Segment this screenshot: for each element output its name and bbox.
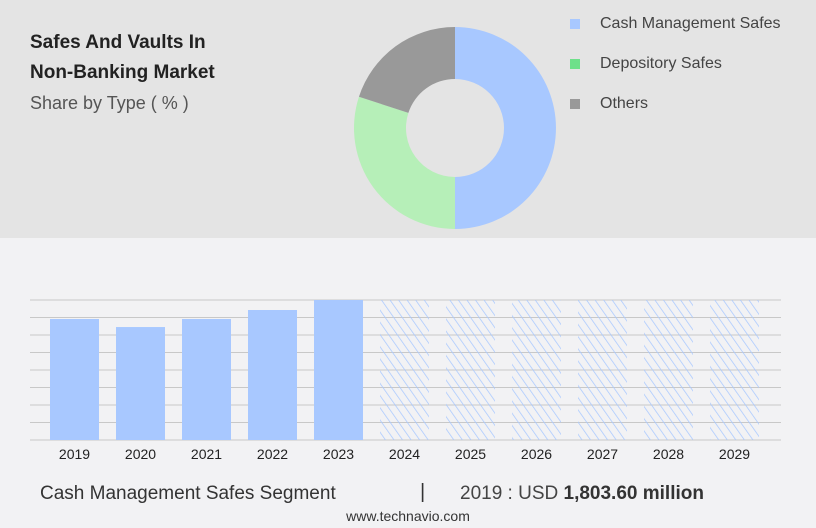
donut-slice-0 <box>455 27 556 229</box>
year-label: 2019 : USD <box>460 483 559 504</box>
subtitle: Share by Type ( % ) <box>30 93 189 113</box>
title-line-2: Non-Banking Market <box>30 62 215 83</box>
legend-swatch <box>570 99 580 109</box>
bar-2027 <box>578 300 627 440</box>
bar-2020 <box>116 327 165 440</box>
x-tick-label: 2029 <box>719 446 750 462</box>
x-tick-label: 2026 <box>521 446 552 462</box>
bar-2024 <box>380 300 429 440</box>
segment-value: 2019 : USD 1,803.60 million <box>460 483 704 505</box>
bar-2022 <box>248 309 297 440</box>
donut-slice-2 <box>358 27 455 113</box>
bar-2028 <box>644 300 693 440</box>
donut-slice-1 <box>353 96 455 230</box>
legend-item-cash: Cash Management Safes <box>570 15 810 35</box>
legend-label: Depository Safes <box>600 55 722 72</box>
segment-label: Cash Management Safes Segment <box>40 483 336 504</box>
value-amount: 1,803.60 million <box>563 483 704 504</box>
x-tick-label: 2027 <box>587 446 618 462</box>
source-url[interactable]: www.technavio.com <box>346 508 470 524</box>
x-tick-label: 2024 <box>389 446 420 462</box>
x-tick-label: 2020 <box>125 446 156 462</box>
x-tick-label: 2023 <box>323 446 354 462</box>
x-tick-label: 2022 <box>257 446 288 462</box>
x-tick-label: 2021 <box>191 446 222 462</box>
bar-2025 <box>446 300 495 440</box>
separator: | <box>420 481 426 503</box>
bar-2023 <box>314 300 363 440</box>
bar-2029 <box>710 300 759 440</box>
legend-item-others: Others <box>570 95 810 115</box>
x-tick-label: 2025 <box>455 446 486 462</box>
bar-2019 <box>50 319 99 440</box>
legend-label: Others <box>600 95 649 112</box>
legend-item-depository: Depository Safes <box>570 55 810 75</box>
legend-swatch <box>570 19 580 29</box>
x-tick-label: 2028 <box>653 446 684 462</box>
x-tick-label: 2019 <box>59 446 90 462</box>
legend-label: Cash Management Safes <box>600 15 781 32</box>
title-line-1: Safes And Vaults In <box>30 32 206 53</box>
bar-2021 <box>182 319 231 440</box>
bar-2026 <box>512 300 561 440</box>
legend-swatch <box>570 59 580 69</box>
